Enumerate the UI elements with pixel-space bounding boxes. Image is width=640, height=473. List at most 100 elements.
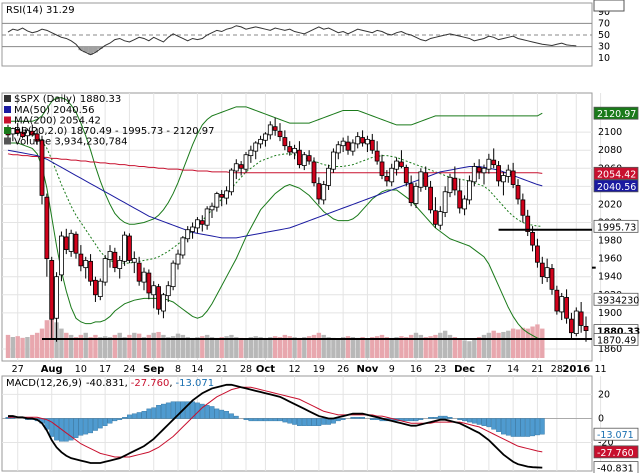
macd-hist-bar xyxy=(335,418,341,422)
volume-bar xyxy=(156,331,161,358)
volume-bar xyxy=(389,337,394,358)
volume-bar xyxy=(59,328,64,358)
x-tick-label: 28 xyxy=(551,364,563,375)
macd-tick-label: -20 xyxy=(598,438,614,449)
candle-body xyxy=(452,177,458,191)
candle-body xyxy=(413,185,419,204)
candle-body xyxy=(248,149,254,157)
volume-bar xyxy=(452,337,458,358)
macd-hist-bar xyxy=(496,418,501,432)
volume-bar xyxy=(350,337,356,358)
candle-body xyxy=(442,191,448,213)
x-tick-label: 8 xyxy=(175,364,181,375)
macd-hist-bar xyxy=(447,417,453,419)
x-tick-label: 21 xyxy=(531,364,543,375)
price-tick-label: 1860 xyxy=(598,344,622,355)
volume-bar xyxy=(224,336,229,358)
legend-label: BB(20,2.0) 1870.49 - 1995.73 - 2120.97 xyxy=(14,126,215,137)
macd-hist-bar xyxy=(214,408,220,419)
macd-hist-bar xyxy=(248,418,254,422)
macd-histogram xyxy=(5,401,545,442)
volume-bar xyxy=(238,337,244,358)
x-tick-label: Aug xyxy=(41,364,63,375)
volume-bar xyxy=(447,334,453,358)
candle-body xyxy=(175,253,181,265)
volume-bar xyxy=(253,336,258,358)
macd-hist-bar xyxy=(530,418,535,437)
candle-body xyxy=(59,235,64,276)
volume-bar xyxy=(292,337,297,358)
volume-bar xyxy=(423,337,428,358)
x-tick-label: 16 xyxy=(410,364,422,375)
candle-body xyxy=(423,172,429,187)
volume-bar xyxy=(442,330,448,358)
volume-bar xyxy=(132,332,137,358)
candle-body xyxy=(447,176,453,194)
candle-body xyxy=(399,161,404,167)
macd-hist-bar xyxy=(491,418,497,430)
price-tag xyxy=(593,179,639,193)
volume-bar xyxy=(525,328,530,358)
candle-body xyxy=(39,139,45,196)
volume-bar xyxy=(166,337,171,358)
candle-body xyxy=(369,139,375,151)
volume-bar xyxy=(268,337,273,358)
volume-bar xyxy=(428,336,433,358)
rsi-line xyxy=(7,25,577,56)
candle-body xyxy=(326,167,331,186)
candle-body xyxy=(297,149,302,166)
x-tick-label: 7 xyxy=(486,364,492,375)
volume-bar xyxy=(331,337,336,358)
candle-body xyxy=(379,161,385,176)
macd-hist-bar xyxy=(73,418,79,438)
candle-body xyxy=(272,126,278,131)
macd-hist-bar xyxy=(253,418,259,422)
macd-hist-bar xyxy=(369,418,375,420)
price-tag-text: 1870.49 xyxy=(597,335,636,346)
macd-hist-bar xyxy=(161,403,166,419)
candle-body xyxy=(384,176,390,182)
macd-hist-bar xyxy=(316,418,322,426)
macd-hist-bar xyxy=(462,418,467,422)
macd-tag-text: -27.760 xyxy=(597,448,634,459)
volume-bar xyxy=(20,337,25,358)
candle-body xyxy=(569,318,574,334)
candle-body xyxy=(127,235,132,261)
volume-bar xyxy=(510,328,516,358)
macd-tag xyxy=(593,461,639,473)
candle-body xyxy=(321,184,327,201)
volume-bar xyxy=(365,338,370,358)
candle-body xyxy=(34,133,40,142)
x-tick-label: Sep xyxy=(143,364,164,375)
macd-hist-bar xyxy=(272,418,278,422)
volume-bar xyxy=(540,328,545,358)
volume-bar xyxy=(234,337,239,358)
price-panel: $SPX (Daily) 1880.33 MA(50) 2040.56MA(200… xyxy=(1,92,640,362)
macd-hist-bar xyxy=(141,411,147,419)
ma200-line xyxy=(7,153,543,174)
macd-hist-bar xyxy=(54,418,59,441)
volume-bar xyxy=(282,334,288,358)
volume-bar xyxy=(486,332,492,358)
macd-hist-bar xyxy=(501,418,506,435)
macd-hist-bar xyxy=(131,413,137,419)
candle-body xyxy=(63,236,69,250)
bb-mid-line xyxy=(8,131,543,264)
candle-body xyxy=(88,260,93,282)
legend-label: Volume 3,934,230,784 xyxy=(14,137,128,148)
symbol-last: 1880.33 xyxy=(80,94,121,105)
macd-hist-bar xyxy=(185,401,191,419)
volume-bar xyxy=(345,336,351,358)
price-tag xyxy=(593,106,639,120)
x-tick-label: 27 xyxy=(12,364,24,375)
candle-body xyxy=(136,262,142,282)
candles xyxy=(5,117,589,342)
candle-body xyxy=(277,130,283,138)
rsi-tick-label: 70 xyxy=(598,18,610,29)
candle-body xyxy=(151,285,157,296)
candle-body xyxy=(501,175,506,183)
volume-bar xyxy=(151,332,156,358)
volume-bar xyxy=(481,334,487,358)
